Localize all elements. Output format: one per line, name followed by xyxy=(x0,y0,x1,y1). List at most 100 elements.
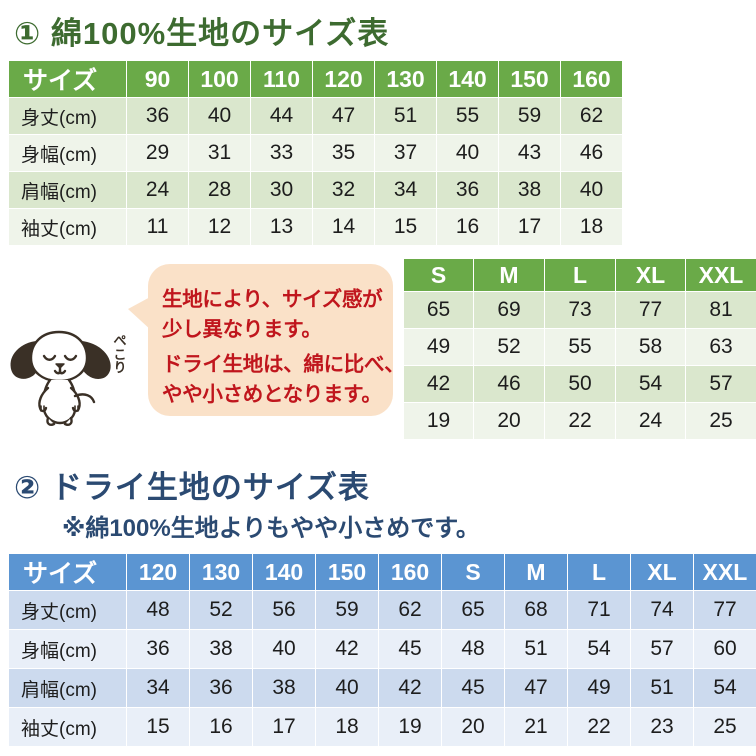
column-header-150: 150 xyxy=(498,60,561,98)
cell-value: 65 xyxy=(403,291,474,329)
cell-value: 33 xyxy=(250,134,313,172)
column-header-160: 160 xyxy=(378,553,442,591)
table-row: 42 46 50 54 57 xyxy=(403,365,756,403)
column-header-140: 140 xyxy=(436,60,499,98)
cell-value: 51 xyxy=(374,97,437,135)
column-header-120: 120 xyxy=(312,60,375,98)
cell-value: 73 xyxy=(544,291,616,329)
cell-value: 37 xyxy=(374,134,437,172)
cell-value: 21 xyxy=(504,707,568,747)
cell-value: 28 xyxy=(188,171,251,209)
cell-value: 12 xyxy=(188,208,251,246)
fabric-note-speech-bubble: 生地により、サイズ感が 少し異なります。 ドライ生地は、綿に比べ、 やや小さめと… xyxy=(148,264,405,416)
cell-value: 18 xyxy=(560,208,623,246)
table-row: 袖丈(cm) 15 16 17 18 19 20 21 22 23 25 xyxy=(8,707,756,747)
cell-value: 52 xyxy=(473,328,545,366)
cell-value: 77 xyxy=(693,590,756,630)
cell-value: 14 xyxy=(312,208,375,246)
table-row: 19 20 22 24 25 xyxy=(403,402,756,440)
cell-value: 19 xyxy=(378,707,442,747)
column-header-s: S xyxy=(441,553,505,591)
cell-value: 65 xyxy=(441,590,505,630)
cell-value: 49 xyxy=(403,328,474,366)
column-header-m: M xyxy=(473,258,545,292)
cell-value: 45 xyxy=(441,668,505,708)
table-row: 身丈(cm) 48 52 56 59 62 65 68 71 74 77 xyxy=(8,590,756,630)
cell-value: 56 xyxy=(252,590,316,630)
cell-value: 36 xyxy=(189,668,253,708)
column-header-160: 160 xyxy=(560,60,623,98)
cell-value: 59 xyxy=(315,590,379,630)
table-row: 身丈(cm) 36 40 44 47 51 55 59 62 xyxy=(8,97,623,135)
cotton-adult-size-table: S M L XL XXL 65 69 73 77 81 49 52 55 58 … xyxy=(403,258,756,440)
column-header-xxl: XXL xyxy=(693,553,756,591)
cell-value: 49 xyxy=(567,668,631,708)
cell-value: 18 xyxy=(315,707,379,747)
cell-value: 46 xyxy=(560,134,623,172)
cell-value: 59 xyxy=(498,97,561,135)
table-header-row: サイズ 120 130 140 150 160 S M L XL XXL xyxy=(8,553,756,591)
cell-value: 44 xyxy=(250,97,313,135)
cell-value: 30 xyxy=(250,171,313,209)
column-header-l: L xyxy=(544,258,616,292)
cell-value: 34 xyxy=(374,171,437,209)
section-1-title: ① 綿100%生地のサイズ表 xyxy=(14,16,390,51)
cell-value: 69 xyxy=(473,291,545,329)
row-label-shoulder-width: 肩幅(cm) xyxy=(8,171,127,209)
row-label-sleeve-length: 袖丈(cm) xyxy=(8,208,127,246)
cell-value: 19 xyxy=(403,402,474,440)
pekori-sfx-text: ぺこり xyxy=(113,333,127,376)
table-row: 身幅(cm) 29 31 33 35 37 40 43 46 xyxy=(8,134,623,172)
cell-value: 42 xyxy=(315,629,379,669)
cell-value: 24 xyxy=(126,171,189,209)
cell-value: 17 xyxy=(498,208,561,246)
cell-value: 38 xyxy=(498,171,561,209)
cell-value: 63 xyxy=(685,328,756,366)
note-line-1: 生地により、サイズ感が xyxy=(162,288,383,311)
note-line-3: ドライ生地は、綿に比べ、 xyxy=(162,353,405,376)
cell-value: 22 xyxy=(567,707,631,747)
cell-value: 11 xyxy=(126,208,189,246)
table-row: 65 69 73 77 81 xyxy=(403,291,756,329)
cell-value: 74 xyxy=(630,590,694,630)
cell-value: 22 xyxy=(544,402,616,440)
cell-value: 50 xyxy=(544,365,616,403)
cell-value: 40 xyxy=(188,97,251,135)
table-row: 袖丈(cm) 11 12 13 14 15 16 17 18 xyxy=(8,208,623,246)
cell-value: 57 xyxy=(630,629,694,669)
cell-value: 57 xyxy=(685,365,756,403)
cell-value: 17 xyxy=(252,707,316,747)
cell-value: 23 xyxy=(630,707,694,747)
cell-value: 45 xyxy=(378,629,442,669)
cell-value: 71 xyxy=(567,590,631,630)
dry-fabric-size-table: サイズ 120 130 140 150 160 S M L XL XXL 身丈(… xyxy=(8,553,756,747)
cell-value: 54 xyxy=(693,668,756,708)
cell-value: 68 xyxy=(504,590,568,630)
column-header-150: 150 xyxy=(315,553,379,591)
column-header-140: 140 xyxy=(252,553,316,591)
cell-value: 40 xyxy=(436,134,499,172)
cell-value: 20 xyxy=(473,402,545,440)
cell-value: 51 xyxy=(504,629,568,669)
cell-value: 55 xyxy=(544,328,616,366)
cell-value: 13 xyxy=(250,208,313,246)
column-header-l: L xyxy=(567,553,631,591)
cell-value: 40 xyxy=(315,668,379,708)
column-header-m: M xyxy=(504,553,568,591)
column-header-s: S xyxy=(403,258,474,292)
cell-value: 42 xyxy=(403,365,474,403)
cell-value: 52 xyxy=(189,590,253,630)
table-row: 肩幅(cm) 34 36 38 40 42 45 47 49 51 54 xyxy=(8,668,756,708)
section-2-subtitle: ※綿100%生地よりもやや小さめです。 xyxy=(62,515,480,542)
cell-value: 46 xyxy=(473,365,545,403)
cell-value: 48 xyxy=(126,590,190,630)
cell-value: 81 xyxy=(685,291,756,329)
column-header-size: サイズ xyxy=(8,60,127,98)
row-label-body-length: 身丈(cm) xyxy=(8,97,127,135)
cotton-kids-size-table: サイズ 90 100 110 120 130 140 150 160 身丈(cm… xyxy=(8,60,623,246)
cell-value: 16 xyxy=(436,208,499,246)
cell-value: 31 xyxy=(188,134,251,172)
row-label-body-length: 身丈(cm) xyxy=(8,590,127,630)
bowing-dog-icon xyxy=(10,330,111,426)
